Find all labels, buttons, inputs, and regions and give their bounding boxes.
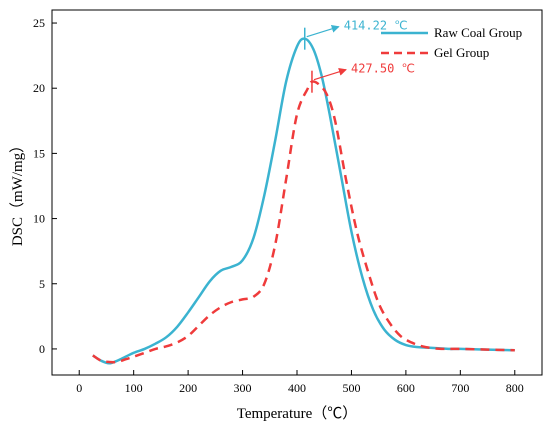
x-tick-label: 300 <box>234 381 252 395</box>
x-tick-label: 500 <box>342 381 360 395</box>
annotations: 414.22 ℃ 427.50 ℃ <box>303 19 415 93</box>
legend: Raw Coal Group Gel Group <box>381 25 522 60</box>
peak-arrow <box>313 67 347 81</box>
y-tick-label: 25 <box>33 16 45 30</box>
x-tick-label: 800 <box>506 381 524 395</box>
x-tick-label: 100 <box>125 381 143 395</box>
x-tick-label: 700 <box>451 381 469 395</box>
x-tick-label: 200 <box>179 381 197 395</box>
y-tick-label: 5 <box>39 277 45 291</box>
x-axis-title: Temperature（℃） <box>237 405 358 422</box>
y-tick-label: 0 <box>39 342 45 356</box>
x-axis-ticks: 0 100 200 300 400 500 600 700 800 <box>76 370 524 395</box>
legend-label-raw-coal: Raw Coal Group <box>434 25 522 40</box>
peak-arrow <box>306 24 340 38</box>
y-tick-label: 15 <box>33 146 45 160</box>
y-tick-label: 10 <box>33 212 45 226</box>
legend-label-gel: Gel Group <box>434 45 489 60</box>
peak-label: 427.50 ℃ <box>351 62 415 76</box>
y-tick-label: 20 <box>33 81 45 95</box>
x-tick-label: 0 <box>76 381 82 395</box>
x-tick-label: 400 <box>288 381 306 395</box>
y-axis-title: DSC（mW/mg） <box>9 138 26 246</box>
x-tick-label: 600 <box>397 381 415 395</box>
series-line-gel <box>92 80 515 364</box>
series-line-raw-coal <box>92 37 515 365</box>
y-axis-ticks: 0 5 10 15 20 25 <box>33 16 57 356</box>
series-group <box>92 37 515 365</box>
peak-label: 414.22 ℃ <box>344 19 408 33</box>
